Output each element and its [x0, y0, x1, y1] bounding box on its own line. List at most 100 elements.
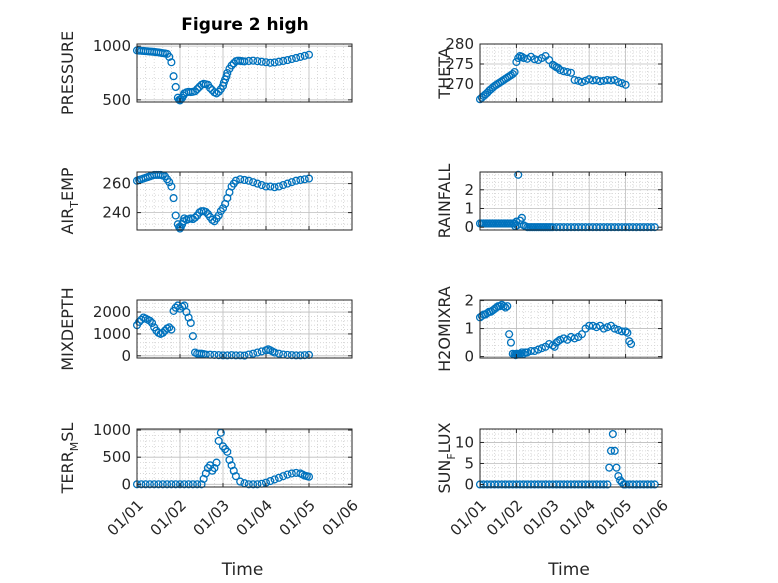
subplot-pressure: 500 1000 PRESSURE — [58, 31, 353, 115]
y-tick-label: 2 — [464, 292, 474, 310]
data-point — [296, 175, 305, 185]
data-point — [515, 349, 525, 358]
data-point — [231, 176, 240, 185]
data-point — [158, 480, 167, 489]
data-point — [261, 182, 271, 191]
data-point — [599, 480, 608, 489]
data-point — [577, 330, 586, 339]
y-tick-label: 1 — [464, 199, 474, 217]
data-point — [167, 58, 176, 67]
data-point — [570, 75, 579, 85]
data-point — [647, 480, 656, 489]
data-point — [253, 179, 262, 188]
subplot-rainfall: 012 RAINFALL — [435, 164, 663, 239]
x-tick-label: 01/03 — [190, 496, 233, 539]
data-point — [218, 351, 228, 360]
y-axis-label-main: AIR — [58, 208, 77, 235]
data-point — [165, 323, 174, 332]
y-tick-label: 270 — [445, 75, 474, 93]
data-point — [240, 175, 249, 185]
data-point — [517, 213, 526, 222]
subplot-h2omixra: 0 1 2 H2OMIXRA — [435, 286, 663, 372]
data-point — [227, 351, 236, 360]
data-point — [577, 77, 586, 87]
data-point — [610, 446, 619, 455]
data-point — [253, 348, 262, 357]
data-point — [274, 349, 283, 358]
x-tick-label: 01/04 — [556, 496, 599, 539]
data-point — [249, 480, 258, 489]
data-point — [647, 223, 656, 232]
data-point — [608, 429, 617, 439]
data-point — [592, 323, 601, 332]
data-point — [266, 476, 275, 486]
x-tick-label: 01/03 — [519, 496, 562, 539]
data-point — [614, 472, 623, 481]
data-point — [214, 211, 223, 220]
data-point — [223, 447, 232, 456]
data-point — [167, 480, 176, 489]
data-point — [186, 318, 195, 328]
data-point — [283, 56, 292, 65]
data-point — [193, 480, 202, 489]
plot-area — [137, 172, 352, 230]
y-axis-label-main: PRESSURE — [58, 31, 77, 115]
subplot-air-emp: 240 260 AIRTEMP — [58, 167, 353, 235]
data-point — [274, 182, 283, 191]
data-point — [279, 181, 288, 190]
data-point — [287, 54, 296, 64]
y-tick-label: 500 — [102, 91, 131, 109]
data-point — [206, 83, 215, 93]
data-point — [150, 480, 159, 489]
data-point — [201, 207, 210, 216]
y-tick-label: 0 — [464, 218, 474, 236]
y-axis-label: TERRMSL — [58, 423, 81, 495]
data-point — [559, 334, 568, 343]
data-point — [304, 472, 314, 481]
data-point — [287, 469, 296, 478]
x-tick-label: 01/05 — [592, 496, 635, 539]
data-point — [171, 211, 180, 220]
data-point — [141, 480, 150, 489]
plot-area — [137, 300, 352, 358]
y-tick-label: 2000 — [93, 303, 131, 321]
data-point — [270, 348, 279, 357]
x-tick-label: 01/02 — [147, 496, 190, 539]
x-tick-label: 01/01 — [447, 496, 490, 539]
axes-box — [136, 428, 353, 488]
x-tick-label: 01/02 — [483, 496, 526, 539]
data-point — [231, 472, 240, 481]
data-point — [266, 182, 275, 191]
data-point — [223, 68, 232, 78]
subplot-terr-sl: 0 500 1000 TERRMSL 01/01 01/02 01/03 01/04 01/05… — [58, 421, 362, 580]
data-point — [171, 480, 180, 489]
data-point — [514, 53, 523, 63]
data-point — [617, 327, 627, 336]
plot-area — [480, 300, 662, 358]
y-tick-label: 2 — [464, 181, 474, 199]
data-point — [530, 346, 539, 356]
data-point — [599, 324, 608, 333]
data-point — [292, 176, 301, 185]
data-point — [169, 194, 178, 203]
data-point — [279, 56, 288, 66]
data-point — [283, 470, 292, 479]
data-point — [208, 215, 217, 224]
data-point — [300, 351, 309, 360]
y-tick-label: 10 — [455, 433, 474, 451]
data-point — [510, 67, 519, 77]
data-point — [300, 51, 309, 60]
data-point — [566, 68, 576, 77]
data-point — [563, 67, 572, 77]
plot-area — [137, 44, 352, 102]
y-tick-label: 0 — [121, 475, 131, 493]
data-point — [526, 346, 536, 356]
data-point — [296, 52, 305, 61]
data-point — [191, 213, 200, 222]
y-axis-label: RAINFALL — [435, 164, 454, 239]
y-tick-label: 260 — [102, 175, 131, 193]
data-point — [249, 349, 258, 358]
data-point — [244, 56, 253, 66]
